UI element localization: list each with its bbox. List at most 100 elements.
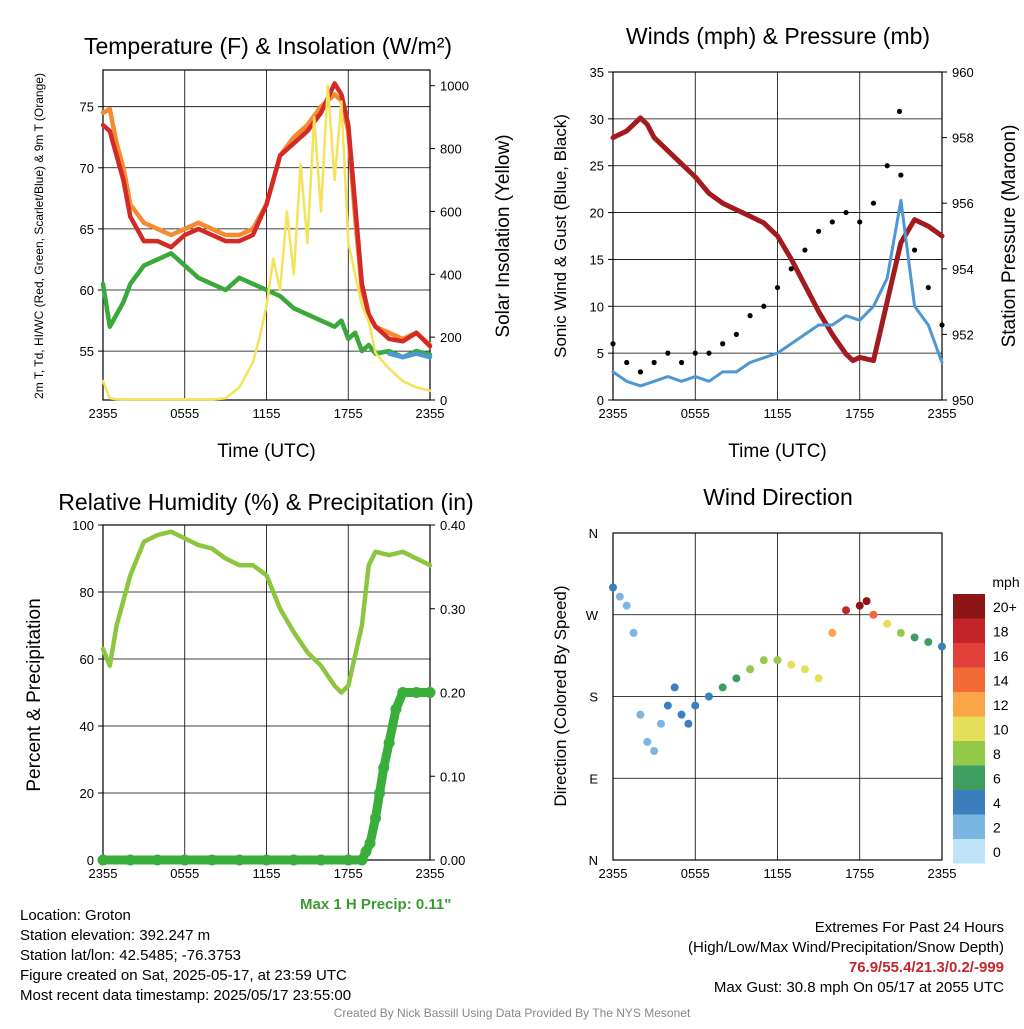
colorbar-label: 10 bbox=[993, 722, 1009, 738]
temp-plot-area: 2355 0555 1155 1755 2355 55 60 65 70 75 0 200 400 600… bbox=[32, 69, 514, 462]
wdir-point bbox=[773, 656, 782, 665]
wdir-point bbox=[800, 665, 809, 674]
wind-x-tick-label: 2355 bbox=[599, 406, 628, 421]
wdir-y-axis-label: Direction (Colored By Speed) bbox=[551, 585, 570, 806]
colorbar-swatch bbox=[953, 839, 985, 864]
wind-gust-point bbox=[939, 322, 945, 328]
wdir-point bbox=[814, 674, 823, 683]
rh-precip-point bbox=[364, 837, 376, 849]
extremes-info: Extremes For Past 24 Hours (High/Low/Max… bbox=[688, 918, 1004, 998]
wdir-point bbox=[732, 674, 741, 683]
wdir-point bbox=[656, 719, 665, 728]
temp-y-tick-label: 75 bbox=[80, 100, 94, 115]
rh-precip-point bbox=[97, 854, 109, 866]
colorbar-swatch bbox=[953, 618, 985, 643]
wdir-point bbox=[615, 592, 624, 601]
wind-y-tick-label: 15 bbox=[590, 252, 604, 267]
rh-x-tick-label: 0555 bbox=[170, 866, 199, 881]
colorbar-swatch bbox=[953, 790, 985, 815]
temp-y-tick-label: 70 bbox=[80, 161, 94, 176]
wdir-x-tick-label: 2355 bbox=[599, 866, 628, 881]
colorbar-swatch bbox=[953, 692, 985, 717]
wdir-y-tick-label: N bbox=[589, 526, 598, 541]
temp-y-tick-label: 55 bbox=[80, 344, 94, 359]
credit-text: Created By Nick Bassill Using Data Provi… bbox=[333, 1006, 691, 1020]
location-text: Location: Groton bbox=[20, 907, 131, 924]
wind-gust-point bbox=[637, 369, 644, 375]
wdir-point bbox=[842, 606, 851, 615]
wind-y2-tick-label: 950 bbox=[952, 393, 974, 408]
wind-y-tick-label: 35 bbox=[590, 65, 604, 80]
temp-x-tick-label: 1155 bbox=[253, 406, 281, 421]
wind-gust-point bbox=[911, 247, 918, 253]
rh-precip-point bbox=[261, 854, 272, 866]
wdir-point bbox=[855, 601, 864, 610]
wdir-point bbox=[622, 601, 631, 610]
wind-gust-point bbox=[610, 341, 616, 347]
temp-series-td bbox=[100, 251, 433, 360]
colorbar-label: 12 bbox=[993, 697, 1009, 713]
rh-x-tick-label: 2355 bbox=[89, 866, 118, 881]
wind-gust-point bbox=[665, 350, 671, 356]
temp-x-tick-label: 0555 bbox=[170, 406, 199, 421]
rh-precip-point bbox=[397, 687, 409, 698]
wind-y2-tick-label: 952 bbox=[952, 327, 974, 342]
rh-y2-tick-label: 0.40 bbox=[440, 518, 465, 533]
rh-precip-point bbox=[378, 762, 390, 774]
wdir-x-tick-label: 2355 bbox=[928, 866, 957, 881]
temp-x-tick-label: 2355 bbox=[89, 406, 118, 421]
colorbar-label: 18 bbox=[993, 624, 1009, 640]
wind-title: Winds (mph) & Pressure (mb) bbox=[626, 23, 930, 49]
colorbar-label: 6 bbox=[993, 771, 1001, 787]
wdir-point bbox=[636, 710, 645, 719]
temp-series-hiwc bbox=[386, 351, 433, 360]
wind-x-axis-label: Time (UTC) bbox=[728, 441, 827, 462]
wdir-point bbox=[759, 656, 768, 665]
recent-text: Most recent data timestamp: 2025/05/17 2… bbox=[20, 987, 352, 1004]
rh-x-tick-label: 1155 bbox=[253, 866, 281, 881]
wind-gust-point bbox=[692, 350, 698, 356]
wind-x-tick-label: 0555 bbox=[681, 406, 710, 421]
wdir-point bbox=[924, 638, 933, 646]
wind-gust-point bbox=[624, 359, 630, 366]
wind-y2-tick-label: 960 bbox=[952, 65, 974, 80]
wdir-point bbox=[828, 628, 837, 637]
wind-gust-point bbox=[870, 200, 877, 206]
wdir-point bbox=[691, 701, 700, 710]
rh-precip-point bbox=[410, 687, 422, 698]
temp-y-axis-label: 2m T, Td, HI/WC (Red, Green, Scarlet/Blu… bbox=[32, 73, 46, 399]
temp-y2-tick-label: 200 bbox=[440, 330, 462, 345]
wind-gust-point bbox=[747, 313, 753, 319]
temp-series-solar bbox=[101, 84, 432, 401]
rh-precip-point bbox=[374, 787, 386, 799]
wdir-point bbox=[650, 747, 659, 755]
rh-precip-point bbox=[179, 854, 191, 866]
extremes-values: 76.9/55.4/21.3/0.2/-999 bbox=[848, 959, 1004, 976]
wdir-point bbox=[609, 583, 617, 592]
rh-precip-point bbox=[152, 854, 163, 866]
rh-y-tick-label: 0 bbox=[87, 853, 94, 868]
wind-gust-point bbox=[829, 219, 835, 225]
wind-plot-area: 2355 0555 1155 1755 235505101520253035950952… bbox=[551, 65, 1020, 462]
wind-series-pressure bbox=[610, 115, 945, 364]
rh-x-tick-label: 2355 bbox=[416, 866, 445, 881]
wdir-x-tick-label: 1755 bbox=[845, 866, 874, 881]
wdir-point bbox=[643, 737, 652, 746]
rh-precip-point bbox=[424, 687, 436, 698]
wind-x-tick-label: 1155 bbox=[764, 406, 792, 421]
rh-precip-point bbox=[124, 854, 136, 866]
rh-precip-point bbox=[370, 812, 381, 824]
wind-gust-point bbox=[857, 219, 863, 225]
rh-precip-point bbox=[233, 854, 245, 866]
wind-y-tick-label: 20 bbox=[590, 206, 604, 221]
wind-gust-point bbox=[761, 303, 767, 309]
rh-precip-point bbox=[288, 854, 300, 866]
wdir-point bbox=[746, 665, 755, 674]
rh-y-tick-label: 80 bbox=[80, 585, 94, 600]
temp-y2-tick-label: 1000 bbox=[440, 79, 469, 94]
temp-y2-axis-label: Solar Insolation (Yellow) bbox=[493, 134, 514, 337]
wind-gust-point bbox=[774, 284, 781, 291]
wdir-point bbox=[938, 642, 946, 651]
